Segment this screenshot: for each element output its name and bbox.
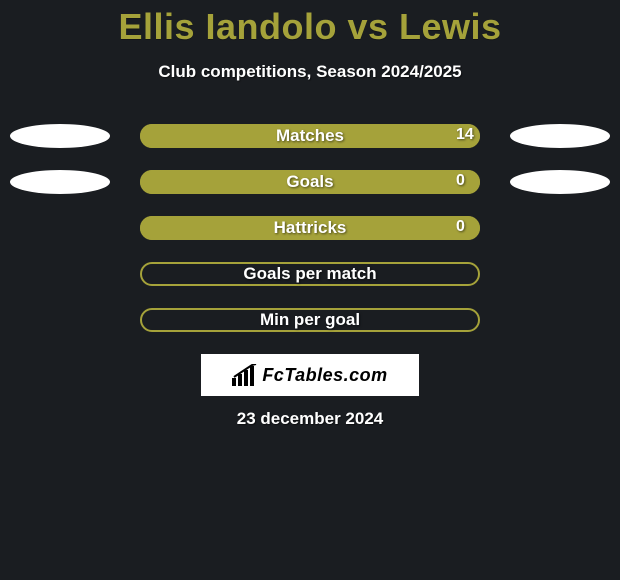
right-ellipse	[510, 124, 610, 148]
page-title: Ellis Iandolo vs Lewis	[0, 0, 620, 48]
bar-fill	[140, 124, 480, 148]
fctables-logo: FcTables.com	[201, 354, 419, 396]
comparison-infographic: Ellis Iandolo vs Lewis Club competitions…	[0, 0, 620, 580]
bar-fill	[140, 170, 480, 194]
logo-text: FcTables.com	[262, 365, 387, 386]
stat-row: Min per goal	[0, 308, 620, 332]
page-subtitle: Club competitions, Season 2024/2025	[0, 62, 620, 82]
left-ellipse	[10, 124, 110, 148]
stat-row: Goals0	[0, 170, 620, 194]
bar-track	[140, 308, 480, 332]
stat-row: Hattricks0	[0, 216, 620, 240]
date-label: 23 december 2024	[0, 409, 620, 429]
right-ellipse	[510, 170, 610, 194]
bars-icon	[232, 364, 258, 386]
bar-track	[140, 262, 480, 286]
left-ellipse	[10, 170, 110, 194]
stat-rows: Matches14 Goals0 Hattricks0 Goals per match…	[0, 124, 620, 354]
stat-row: Matches14	[0, 124, 620, 148]
bar-fill	[140, 216, 480, 240]
stat-row: Goals per match	[0, 262, 620, 286]
